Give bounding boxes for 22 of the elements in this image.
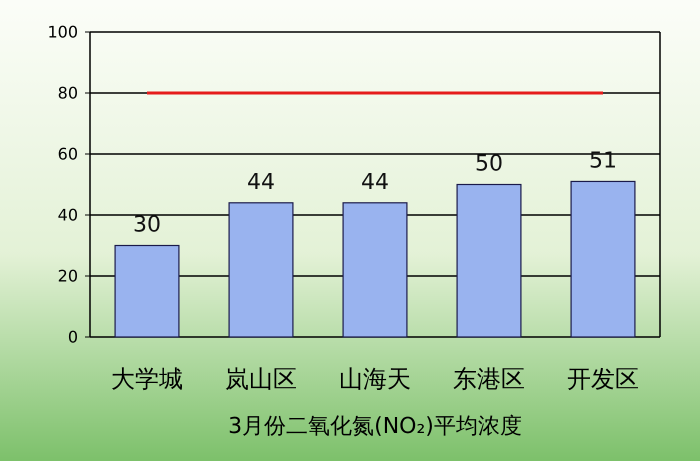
data-label: 51 [589,148,617,174]
y-tick-label: 40 [58,206,78,225]
x-tick-label: 山海天 [339,365,411,393]
bar [342,202,408,338]
x-axis-title: 3月份二氧化氮(NO₂)平均浓度 [228,414,522,439]
y-tick-label: 20 [58,266,78,286]
data-label: 30 [133,212,161,238]
bar [456,184,522,338]
y-tick-label: 100 [47,22,78,42]
y-tick-label: 60 [58,144,78,164]
bar [570,180,636,338]
y-tick-label: 0 [68,328,78,347]
data-label: 44 [361,170,389,195]
bar [228,202,294,338]
data-label: 50 [475,152,503,176]
x-tick-label: 岚山区 [225,365,297,393]
x-tick-label: 东港区 [453,365,525,393]
x-tick-label: 开发区 [567,365,639,393]
bar [114,244,180,338]
data-label: 44 [247,170,275,195]
y-tick-label: 80 [58,84,78,103]
x-tick-label: 大学城 [111,365,183,393]
